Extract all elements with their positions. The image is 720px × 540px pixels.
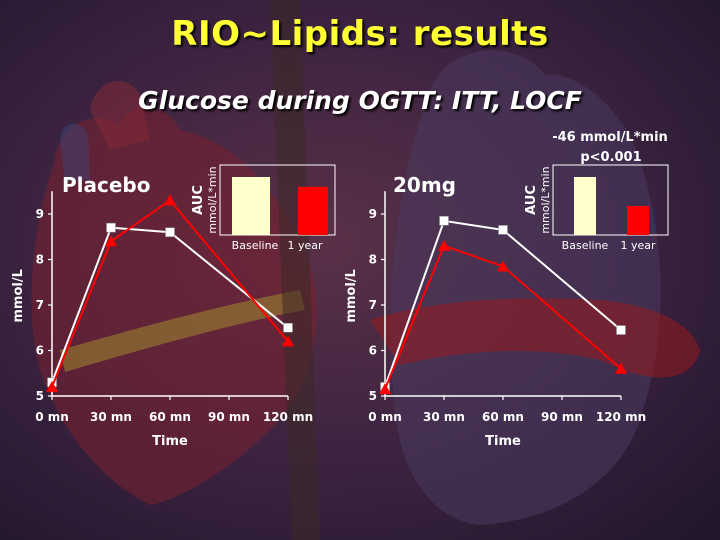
triangle-data-point [497, 260, 509, 272]
x-tick-label: 0 mn [368, 410, 402, 424]
inset-category-label: 1 year [620, 239, 656, 252]
square-data-point [498, 225, 508, 235]
triangle-data-point [282, 335, 294, 347]
inset-category-label: Baseline [562, 239, 609, 252]
x-tick-label: 30 mn [423, 410, 465, 424]
slide-title: RIO~Lipids: results [171, 14, 549, 54]
auc-difference-label: -46 mmol/L*min [552, 130, 668, 145]
x-tick-label: 120 mn [596, 410, 646, 424]
y-tick-label: 9 [369, 207, 377, 221]
inset-y-title: AUC [524, 185, 539, 215]
triangle-data-point [105, 235, 117, 247]
square-data-point [165, 227, 175, 237]
y-tick-label: 6 [36, 344, 44, 358]
triangle-data-point [46, 380, 58, 392]
y-tick-label: 5 [369, 389, 377, 403]
baseline-series-line [384, 219, 622, 388]
x-tick-label: 120 mn [263, 410, 313, 424]
inset-y-unit: mmol/L*min [539, 166, 552, 233]
y-tick-label: 8 [369, 253, 377, 267]
x-axis-title: Time [485, 434, 521, 449]
triangle-data-point [615, 362, 627, 374]
square-data-point [106, 222, 116, 233]
inset-y-title: AUC [191, 185, 206, 215]
square-data-point [283, 323, 293, 333]
y-tick-label: 6 [369, 344, 377, 358]
panel-label: 20mg [393, 173, 456, 197]
baseline-series-line [51, 226, 289, 383]
triangle-data-point [379, 383, 391, 395]
y-axis-title: mmol/L [11, 269, 26, 323]
y-tick-label: 5 [36, 389, 44, 403]
one-year-series-line [51, 199, 289, 388]
red-belt [370, 298, 700, 378]
y-tick-label: 7 [369, 298, 377, 312]
p-value-label: p<0.001 [580, 150, 641, 165]
y-axis-title: mmol/L [344, 269, 359, 323]
inset-y-unit: mmol/L*min [206, 166, 219, 233]
y-tick-label: 8 [36, 253, 44, 267]
y-tick-label: 9 [36, 207, 44, 221]
y-tick-label: 7 [36, 298, 44, 312]
square-data-point [616, 325, 626, 335]
inset-frame [219, 164, 336, 236]
inset-bar-1-year [627, 206, 649, 235]
x-tick-label: 60 mn [482, 410, 524, 424]
inset-bar-baseline [232, 177, 270, 235]
inset-category-label: 1 year [287, 239, 323, 252]
x-tick-label: 0 mn [35, 410, 69, 424]
square-data-point [439, 216, 449, 226]
inset-bar-baseline [574, 177, 596, 235]
tape-measure [60, 290, 305, 372]
inset-category-label: Baseline [232, 239, 279, 252]
inset-frame [552, 164, 669, 236]
x-tick-label: 90 mn [541, 410, 583, 424]
slide-subtitle: Glucose during OGTT: ITT, LOCF [138, 86, 582, 115]
x-tick-label: 30 mn [90, 410, 132, 424]
x-tick-label: 90 mn [208, 410, 250, 424]
triangle-data-point [164, 194, 176, 206]
inset-bar-1-year [298, 186, 328, 235]
x-axis-title: Time [152, 434, 188, 449]
person-shape [390, 50, 661, 525]
triangle-data-point [438, 239, 450, 251]
panel-label: Placebo [62, 173, 151, 197]
one-year-series-line [384, 244, 622, 390]
x-tick-label: 60 mn [149, 410, 191, 424]
